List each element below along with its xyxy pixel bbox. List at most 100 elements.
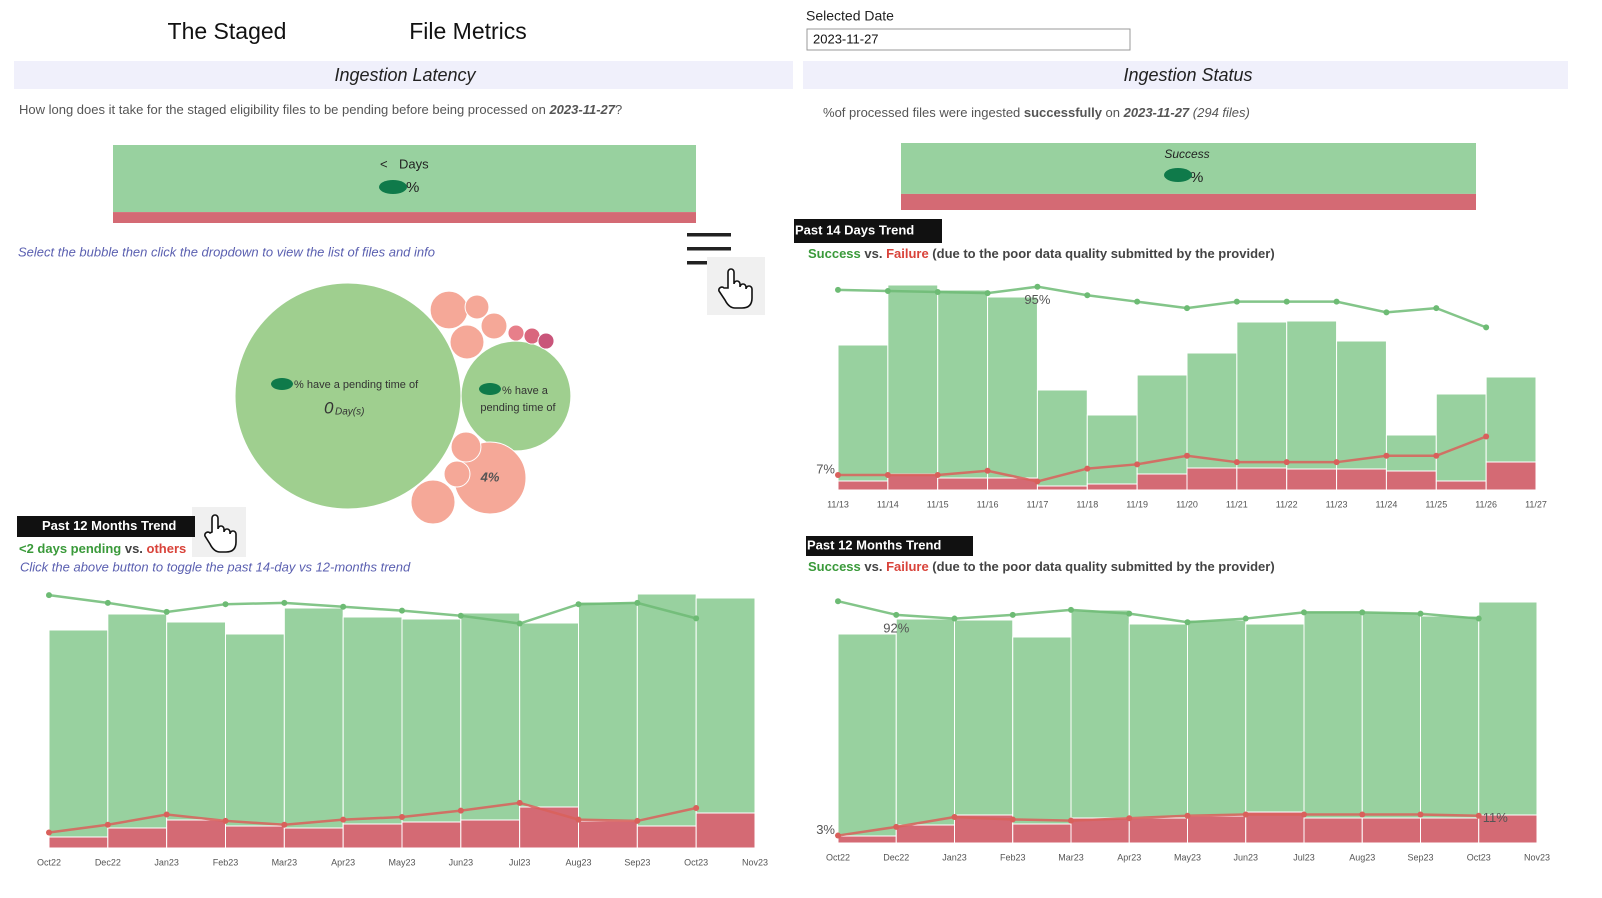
- line-point: [1417, 811, 1424, 818]
- trend-subtitle: Success vs. Failure (due to the poor dat…: [808, 246, 1275, 261]
- bar-annotation: Success: [1164, 147, 1209, 161]
- bar: [837, 480, 889, 491]
- x-tick-label: Oct22: [37, 857, 61, 867]
- x-tick-label: Dec22: [95, 857, 121, 867]
- bar: [401, 821, 462, 849]
- bar: [283, 827, 344, 849]
- x-tick-label: Oct22: [826, 852, 850, 862]
- bubble[interactable]: [443, 460, 471, 488]
- line-point: [1475, 812, 1482, 819]
- bar: [342, 616, 403, 825]
- caption: %of processed files were ingested succes…: [823, 105, 1250, 120]
- bar: [1485, 376, 1537, 463]
- section-band: [803, 61, 1568, 89]
- x-tick-label: 11/13: [827, 499, 849, 509]
- bar: [1420, 615, 1480, 819]
- text-part: %: [823, 105, 835, 120]
- line: [837, 285, 1487, 329]
- bubble[interactable]: [464, 294, 490, 320]
- line-point: [222, 817, 229, 824]
- bar-annotation: <: [380, 156, 388, 171]
- line-point: [1184, 812, 1191, 819]
- bubble-text: 0: [324, 398, 334, 417]
- x-tick-label: Jul23: [1293, 852, 1315, 862]
- line-point: [984, 290, 991, 297]
- bar: [1136, 473, 1188, 491]
- line-point: [1126, 815, 1133, 822]
- line-point: [634, 599, 641, 606]
- bar: [48, 836, 109, 849]
- bubble[interactable]: [449, 324, 485, 360]
- line-point: [984, 467, 991, 474]
- bar: [1286, 320, 1338, 470]
- line: [838, 435, 1487, 483]
- line-point: [575, 601, 582, 608]
- bar-annotation: %: [406, 179, 419, 196]
- line-point: [1034, 478, 1041, 485]
- redaction: [379, 180, 407, 194]
- bar: [519, 622, 580, 808]
- x-tick-label: 11/14: [877, 499, 899, 509]
- x-tick-label: Oct23: [1467, 852, 1491, 862]
- x-tick-label: 11/15: [927, 499, 949, 509]
- line-point: [457, 807, 464, 814]
- trend-title-bg[interactable]: [17, 516, 195, 537]
- bubble[interactable]: [480, 312, 508, 340]
- bar: [837, 633, 897, 837]
- data-label: 92%: [883, 620, 909, 635]
- bar: [225, 825, 285, 849]
- date-input[interactable]: [806, 28, 1131, 51]
- bar: [695, 597, 756, 814]
- line-point: [1084, 465, 1091, 472]
- bar: [1385, 434, 1437, 472]
- x-tick-label: Aug23: [1349, 852, 1375, 862]
- text-part: <2 days pending: [19, 541, 121, 556]
- x-tick-label: 11/27: [1525, 499, 1547, 509]
- bar: [1420, 817, 1480, 844]
- bubble[interactable]: [450, 431, 482, 463]
- text-part: 2023-11-27: [548, 102, 615, 117]
- bar: [837, 835, 897, 844]
- line-point: [1009, 611, 1016, 618]
- line-point: [1134, 298, 1141, 305]
- bar: [1086, 414, 1138, 485]
- line-point: [104, 599, 111, 606]
- bubble[interactable]: [429, 290, 469, 330]
- section-heading: Ingestion Latency: [334, 65, 476, 85]
- line-point: [46, 829, 52, 836]
- hint: Select the bubble then click the dropdow…: [18, 244, 435, 259]
- bubble[interactable]: [234, 282, 462, 510]
- bubble[interactable]: [537, 332, 555, 350]
- line-point: [1034, 283, 1041, 290]
- bar: [578, 601, 638, 822]
- bar: [48, 629, 109, 838]
- data-label: 95%: [1024, 292, 1050, 307]
- bubble-label: 4%: [480, 469, 500, 484]
- bubble[interactable]: [507, 324, 525, 342]
- trend-title-bg[interactable]: [794, 219, 942, 243]
- line: [48, 593, 697, 625]
- date-value[interactable]: 2023-11-27: [813, 31, 879, 46]
- bubble-text: Day(s): [335, 407, 364, 418]
- menu-line: [687, 247, 731, 251]
- bubble-text: % have a: [502, 385, 549, 397]
- line-point: [835, 832, 841, 839]
- line-point: [340, 816, 347, 823]
- bar: [578, 820, 638, 849]
- bar: [1385, 470, 1437, 491]
- line-point: [1301, 609, 1307, 616]
- line-point: [1359, 811, 1366, 818]
- title-left: The Staged: [168, 18, 287, 44]
- trend-title-bg[interactable]: [806, 536, 973, 556]
- line: [837, 813, 1479, 837]
- x-tick-label: Feb23: [213, 857, 239, 867]
- x-tick-label: 11/18: [1076, 499, 1098, 509]
- line-point: [934, 472, 941, 479]
- line-point: [1333, 298, 1340, 305]
- bubble[interactable]: [410, 479, 456, 525]
- line-point: [163, 608, 170, 615]
- bar: [1361, 611, 1421, 819]
- data-label: 11%: [1483, 810, 1508, 825]
- proportion-segment: [901, 193, 1476, 210]
- proportion-segment: [113, 212, 696, 223]
